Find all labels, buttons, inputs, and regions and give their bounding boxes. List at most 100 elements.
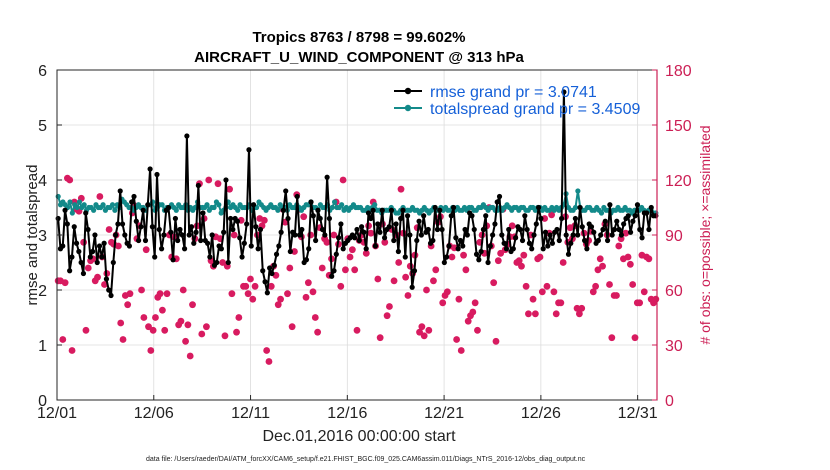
rmse-point [379, 207, 385, 213]
spread-point [55, 193, 61, 200]
rmse-point [584, 246, 590, 252]
obs-count-point [291, 248, 298, 255]
obs-count-point [101, 281, 108, 288]
spread-point [204, 202, 210, 208]
obs-count-point [624, 253, 632, 261]
rmse-point [177, 226, 183, 233]
rmse-point [191, 240, 197, 246]
rmse-point [223, 177, 229, 183]
rmse-point [303, 257, 310, 263]
rmse-point [648, 204, 654, 211]
chart-title-line2: AIRCRAFT_U_WIND_COMPONENT @ 313 hPa [194, 49, 524, 66]
rmse-point [331, 268, 337, 274]
rmse-point [388, 207, 395, 213]
rmse-point [375, 221, 381, 227]
obs-count-point [61, 279, 69, 287]
x-tick-label: 12/11 [231, 405, 270, 422]
x-tick-label: 12/06 [134, 405, 174, 422]
obs-count-point [339, 176, 347, 184]
obs-count-point [163, 290, 171, 298]
rmse-point [260, 268, 266, 274]
legend-rmse-marker [404, 87, 412, 95]
chart-title-line1: Tropics 8763 / 8798 = 99.602% [252, 29, 465, 46]
rmse-point [519, 237, 526, 244]
x-tick-label: 12/16 [327, 405, 367, 422]
rmse-point [237, 235, 243, 241]
obs-count-point [367, 229, 375, 237]
obs-count-point [550, 288, 558, 296]
rmse-point [386, 224, 392, 230]
obs-count-point [244, 290, 252, 298]
obs-count-point [457, 347, 465, 354]
obs-count-point [300, 213, 308, 221]
rmse-point [365, 210, 372, 216]
obs-count-point [631, 334, 639, 342]
obs-count-point [156, 290, 164, 298]
obs-count-point [615, 242, 623, 250]
rmse-point [181, 246, 188, 252]
rmse-point [340, 246, 346, 252]
obs-count-point [520, 251, 528, 259]
obs-count-point [323, 238, 331, 246]
rmse-point [377, 229, 383, 235]
obs-count-point [205, 176, 213, 184]
rmse-point [62, 207, 68, 213]
spread-point [575, 188, 581, 194]
rmse-point [322, 232, 328, 238]
rmse-point [639, 235, 645, 241]
y-left-tick-label: 2 [38, 283, 47, 300]
obs-count-point [464, 317, 472, 325]
rmse-point [391, 237, 397, 244]
rmse-point [393, 221, 399, 227]
rmse-point [122, 232, 128, 238]
rmse-point [602, 218, 608, 224]
rmse-point [354, 226, 360, 233]
spread-point [372, 202, 378, 208]
rmse-point [577, 204, 583, 211]
obs-count-point [353, 326, 361, 334]
rmse-point [455, 246, 461, 252]
rmse-point [469, 213, 475, 219]
rmse-point [499, 232, 505, 238]
rmse-point [168, 229, 174, 235]
rmse-point [296, 232, 303, 238]
rmse-line [57, 91, 656, 297]
rmse-point [568, 240, 574, 246]
rmse-point [522, 213, 528, 219]
rmse-point [501, 240, 507, 246]
rmse-point [313, 237, 319, 244]
obs-count-point [636, 299, 644, 307]
obs-count-point [645, 255, 653, 263]
obs-count-point [68, 347, 76, 354]
spread-point [572, 204, 579, 211]
obs-count-point [518, 262, 525, 270]
rmse-point [453, 235, 459, 241]
rmse-point [294, 193, 300, 200]
rmse-point [257, 226, 264, 233]
rmse-point [262, 279, 268, 285]
rmse-point [69, 254, 75, 260]
rmse-point [76, 248, 82, 255]
obs-count-point [138, 286, 145, 294]
rmse-point [361, 229, 367, 235]
obs-count-point [522, 282, 530, 290]
rmse-point [609, 232, 615, 238]
rmse-point [437, 207, 443, 213]
rmse-point [398, 215, 404, 222]
obs-count-point [114, 242, 122, 250]
obs-count-point [432, 266, 440, 274]
rmse-point [404, 213, 411, 219]
rmse-point [244, 221, 250, 227]
rmse-point [448, 213, 454, 219]
obs-count-point [145, 323, 152, 331]
obs-count-point [314, 328, 322, 336]
spread-point [598, 210, 605, 216]
obs-count-point [640, 288, 648, 296]
data-file-footnote: data file: /Users/raeder/DAI/ATM_forcXX/… [146, 456, 586, 463]
rmse-point [158, 246, 165, 252]
obs-count-point [149, 326, 157, 334]
obs-count-point [425, 326, 433, 334]
obs-count-point [84, 264, 92, 272]
obs-count-point [578, 304, 586, 312]
rmse-point [517, 226, 523, 233]
